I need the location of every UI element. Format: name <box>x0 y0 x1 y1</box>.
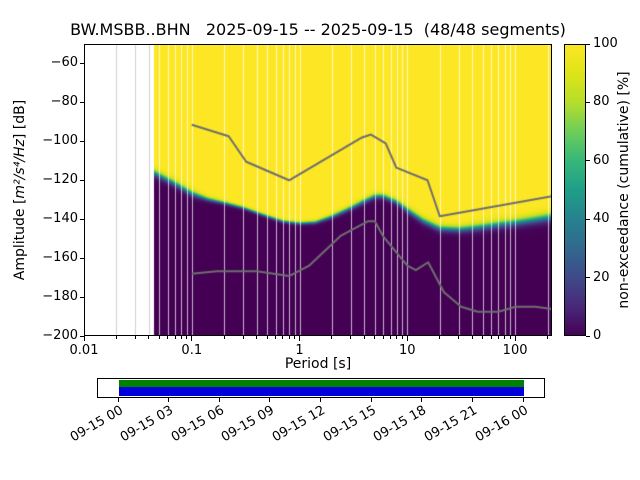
timeline-tick-label: 09-16 00 <box>472 403 531 446</box>
timeline-tick-label: 09-15 06 <box>168 403 227 446</box>
x-minor-tick-mark <box>509 336 511 339</box>
colorbar-tick-mark <box>586 335 590 337</box>
y-axis-label-prefix: Amplitude [ <box>12 198 28 281</box>
ppsd-heatmap-canvas <box>84 44 552 336</box>
timeline-tick-label: 09-15 18 <box>371 403 430 446</box>
timeline-coverage-bar <box>119 380 524 387</box>
timeline-tick-mark <box>117 398 119 402</box>
x-tick-label: 0.1 <box>181 343 203 358</box>
x-minor-tick-mark <box>115 336 117 339</box>
x-minor-tick-mark <box>256 336 258 339</box>
timeline-tick-mark <box>218 398 220 402</box>
timeline-tick-mark <box>370 398 372 402</box>
x-minor-tick-mark <box>167 336 169 339</box>
x-major-tick-mark <box>83 336 85 341</box>
timeline-tick-mark <box>320 398 321 402</box>
timeline-tick-label: 09-15 12 <box>269 403 328 446</box>
x-minor-tick-mark <box>331 336 333 339</box>
timeline-tick-mark <box>471 398 473 402</box>
x-minor-tick-mark <box>275 336 277 339</box>
timeline-tick-label: 09-15 03 <box>118 403 177 446</box>
x-major-tick-mark <box>514 336 516 341</box>
x-minor-tick-mark <box>294 336 296 339</box>
timeline-tick-label: 09-15 00 <box>67 403 126 446</box>
x-major-tick-mark <box>299 336 301 341</box>
x-minor-tick-mark <box>180 336 182 339</box>
timeline-tick-mark <box>168 398 170 402</box>
timeline-used-bar <box>119 387 524 396</box>
x-minor-tick-mark <box>158 336 160 339</box>
x-minor-tick-mark <box>374 336 376 339</box>
x-minor-tick-mark <box>401 336 403 339</box>
colorbar-tick-mark <box>586 160 590 162</box>
x-minor-tick-mark <box>547 336 549 339</box>
x-minor-tick-mark <box>242 336 244 339</box>
colorbar-tick-label: 100 <box>593 36 618 51</box>
x-minor-tick-mark <box>350 336 352 339</box>
x-tick-label: 100 <box>502 343 528 358</box>
x-minor-tick-mark <box>174 336 176 339</box>
x-minor-tick-mark <box>458 336 460 339</box>
x-minor-tick-mark <box>482 336 484 339</box>
x-tick-label: 0.01 <box>69 343 99 358</box>
y-tick-label: −200 <box>42 328 78 343</box>
x-minor-tick-mark <box>471 336 473 339</box>
x-minor-tick-mark <box>497 336 499 339</box>
x-minor-tick-mark <box>134 336 136 339</box>
timeline-axis <box>97 378 545 398</box>
x-minor-tick-mark <box>148 336 150 339</box>
colorbar-tick-mark <box>586 277 590 279</box>
x-major-tick-mark <box>191 336 193 341</box>
y-tick-label: −120 <box>42 172 78 188</box>
x-minor-tick-mark <box>186 336 188 339</box>
x-major-tick-mark <box>406 336 408 341</box>
timeline-tick-mark <box>522 398 524 402</box>
colorbar-label: non-exceedance (cumulative) [%] <box>616 71 632 309</box>
colorbar-tick-label: 0 <box>593 328 602 343</box>
colorbar-tick-mark <box>586 101 590 103</box>
y-tick-label: −160 <box>42 250 78 266</box>
y-tick-label: −80 <box>50 94 78 110</box>
colorbar <box>564 44 586 336</box>
x-minor-tick-mark <box>390 336 392 339</box>
x-minor-tick-mark <box>288 336 290 339</box>
y-tick-label: −60 <box>50 55 78 71</box>
plot-title: BW.MSBB..BHN 2025-09-15 -- 2025-09-15 (4… <box>70 20 566 39</box>
timeline-tick-mark <box>421 398 423 402</box>
y-axis-label-units: m²/s⁴/Hz <box>12 139 28 199</box>
x-minor-tick-mark <box>363 336 365 339</box>
x-minor-tick-mark <box>504 336 506 339</box>
y-tick-label: −100 <box>42 133 78 149</box>
timeline-tick-label: 09-15 15 <box>320 403 379 446</box>
timeline-tick-label: 09-15 09 <box>219 403 278 446</box>
colorbar-tick-mark <box>586 218 590 220</box>
x-minor-tick-mark <box>439 336 441 339</box>
x-axis-label: Period [s] <box>284 356 352 372</box>
timeline-tick-mark <box>269 398 271 402</box>
y-tick-label: −180 <box>42 289 78 305</box>
x-minor-tick-mark <box>382 336 384 339</box>
x-tick-label: 10 <box>399 343 416 358</box>
y-axis-label: Amplitude [m²/s⁴/Hz] [dB] <box>12 100 28 280</box>
x-minor-tick-mark <box>396 336 398 339</box>
x-minor-tick-mark <box>223 336 225 339</box>
main-plot-area <box>84 44 552 336</box>
colorbar-tick-mark <box>586 43 590 45</box>
x-minor-tick-mark <box>266 336 268 339</box>
y-tick-label: −140 <box>42 211 78 227</box>
colorbar-gradient <box>564 44 586 336</box>
y-axis-label-suffix: ] [dB] <box>12 99 28 140</box>
timeline-tick-label: 09-15 21 <box>421 403 480 446</box>
x-minor-tick-mark <box>282 336 284 339</box>
x-minor-tick-mark <box>490 336 492 339</box>
